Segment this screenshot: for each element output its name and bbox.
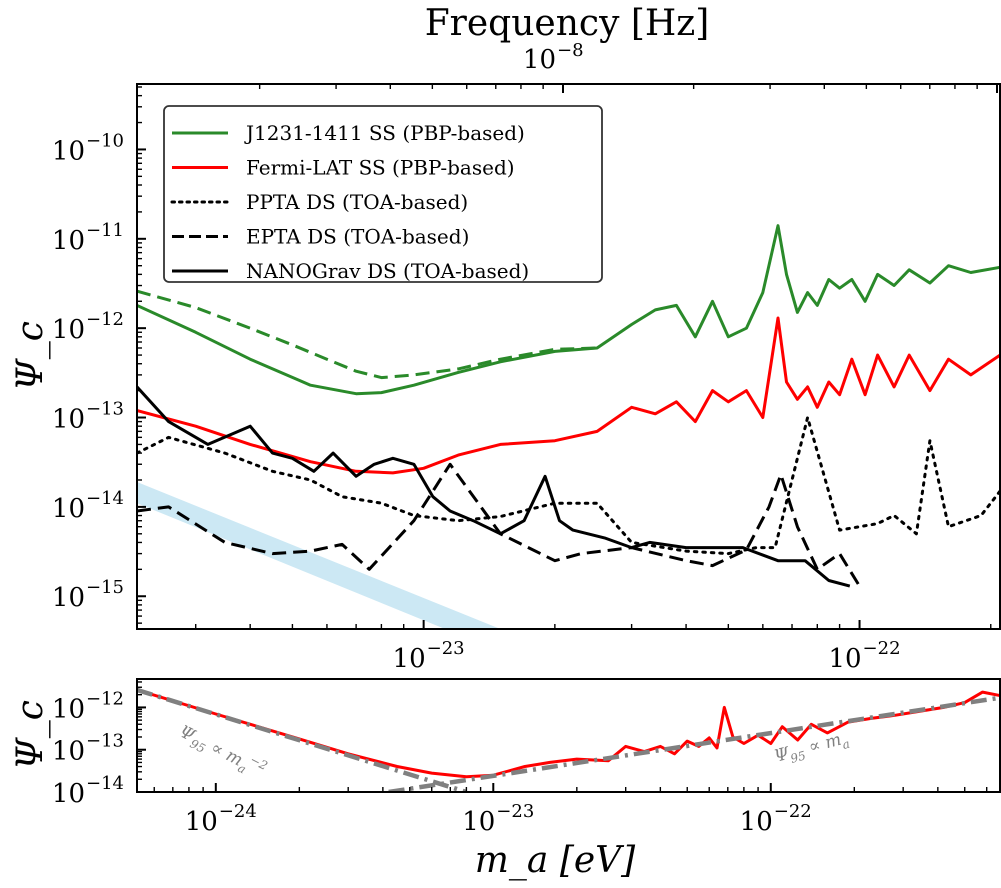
- inset-series-layer: [138, 687, 999, 791]
- series-line-j1231-1411-ss-pbp-based: [138, 224, 999, 396]
- main-x-tick-labels: 10 −23 10 −22: [393, 638, 901, 674]
- y-tick-label: 10: [52, 136, 85, 166]
- y-tick-label: 10: [52, 226, 85, 256]
- x-tick-label: 10: [462, 807, 495, 837]
- main-series-layer: [138, 224, 999, 588]
- y-tick-label: 10: [52, 405, 85, 435]
- series-line-95-m-a: [388, 695, 999, 791]
- y-tick-label: 10: [52, 737, 85, 767]
- inset-plot-panel: Ψ95 ∝ ma−2 Ψ95 ∝ ma 10 −24 10 −23 10 −22 10 −12…: [10, 678, 1001, 837]
- series-line-epta-ds-toa-based: [138, 462, 861, 587]
- x-tick-label-exp: −23: [496, 801, 534, 822]
- y-tick-label-exp: −11: [86, 220, 124, 241]
- y-tick-label-exp: −12: [86, 688, 124, 709]
- sensitivity-band: [138, 482, 498, 628]
- top-tick-label-exp: −8: [557, 40, 584, 61]
- inset-x-tick-labels: 10 −24 10 −23 10 −22: [185, 801, 812, 837]
- inset-axes-frame: [136, 678, 1001, 793]
- y-tick-label-exp: −14: [86, 773, 124, 794]
- x-tick-label: 10: [740, 807, 773, 837]
- y-tick-label-exp: −13: [86, 731, 124, 752]
- main-y-axis-title: Ψ_c: [10, 321, 51, 391]
- inset-y-axis-title: Ψ_c: [10, 700, 51, 770]
- y-tick-label: 10: [52, 494, 85, 524]
- x-tick-label-exp: −23: [427, 638, 465, 659]
- x-tick-label-exp: −22: [774, 801, 812, 822]
- y-tick-label: 10: [52, 779, 85, 809]
- x-tick-label-exp: −22: [863, 638, 901, 659]
- series-line-95-m-a-2: [138, 687, 468, 791]
- top-axis-title: Frequency [Hz]: [425, 3, 710, 44]
- y-tick-label-exp: −13: [86, 399, 124, 420]
- annotation-scaling-law: Ψ95 ∝ ma: [772, 728, 851, 770]
- legend-label: EPTA DS (TOA-based): [246, 225, 469, 249]
- legend-label: NANOGrav DS (TOA-based): [246, 259, 529, 283]
- y-tick-label-exp: −10: [86, 130, 124, 151]
- x-axis-title: m_a [eV]: [475, 840, 636, 881]
- legend: J1231-1411 SS (PBP-based) Fermi-LAT SS (P…: [163, 105, 603, 283]
- series-line-nanograv-ds-toa-based: [138, 385, 851, 588]
- x-tick-label: 10: [828, 644, 861, 674]
- legend-frame: [163, 105, 603, 283]
- legend-label: Fermi-LAT SS (PBP-based): [246, 156, 515, 180]
- series-line-fermi-lat-ss-pbp-based: [138, 316, 999, 475]
- y-tick-label: 10: [52, 583, 85, 613]
- x-tick-label: 10: [393, 644, 426, 674]
- sensitivity-band-layer: [138, 482, 498, 628]
- x-tick-label-exp: −24: [219, 801, 257, 822]
- y-tick-label-exp: −15: [86, 577, 124, 598]
- legend-label: J1231-1411 SS (PBP-based): [244, 121, 525, 145]
- top-axis-tick-label: 10 −8: [523, 40, 584, 75]
- y-tick-label: 10: [52, 315, 85, 345]
- main-axes-frame: [136, 83, 1001, 630]
- y-tick-label-exp: −14: [86, 488, 124, 509]
- y-tick-label: 10: [52, 694, 85, 724]
- series-line-j1231-1411-ss-dashed-variant: [138, 289, 598, 380]
- series-line-ppta-ds-toa-based: [138, 416, 999, 556]
- legend-label: PPTA DS (TOA-based): [246, 190, 468, 214]
- top-tick-label-base: 10: [523, 45, 556, 75]
- x-tick-label: 10: [185, 807, 218, 837]
- y-tick-label-exp: −12: [86, 309, 124, 330]
- inset-ticks: [137, 681, 988, 793]
